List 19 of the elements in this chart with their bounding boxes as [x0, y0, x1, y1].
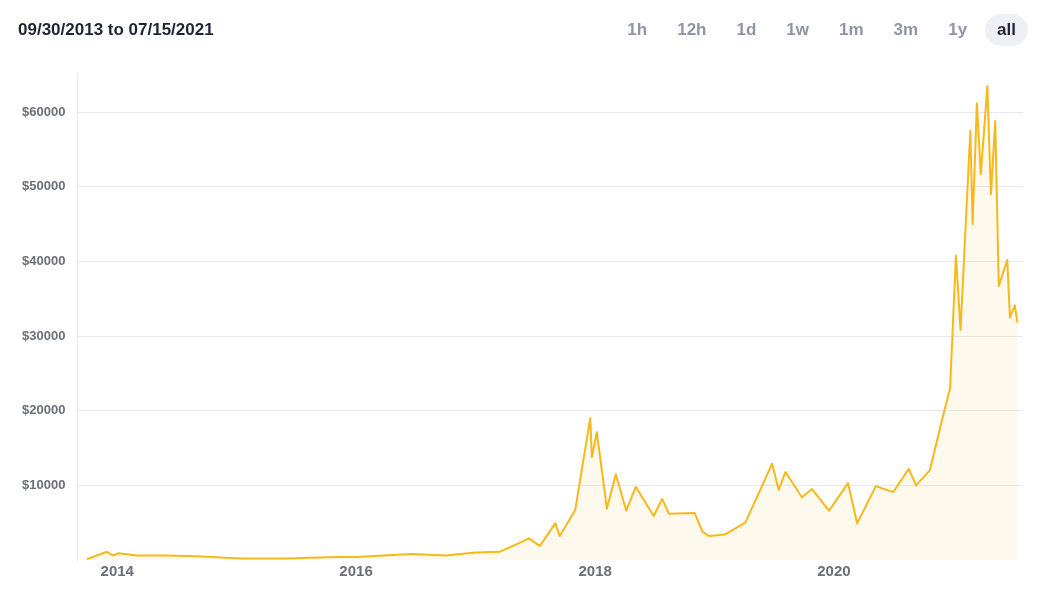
y-tick-label: $30000 [21, 327, 66, 343]
text: 1m [838, 19, 865, 41]
text: 1w [785, 19, 810, 41]
x-tick-label: 2016 [339, 562, 373, 580]
x-tick-label: 2014 [100, 562, 135, 580]
y-tick-label: $10000 [21, 476, 66, 492]
y-tick-label: $40000 [21, 252, 66, 268]
text: 12h [676, 19, 708, 41]
text: 1y [947, 19, 969, 41]
y-tick-label: $20000 [21, 402, 66, 418]
chart-title: 09/30/2013 to 07/15/2021 [18, 20, 214, 40]
text: 1d [735, 19, 758, 41]
text: all [985, 14, 1028, 46]
y-tick-label: $60000 [21, 103, 66, 119]
text: 1h [626, 19, 649, 41]
x-tick-label: 2020 [817, 562, 851, 580]
x-tick-label: 2018 [578, 562, 612, 580]
y-tick-label: $50000 [21, 178, 66, 194]
text: 3m [892, 19, 920, 41]
